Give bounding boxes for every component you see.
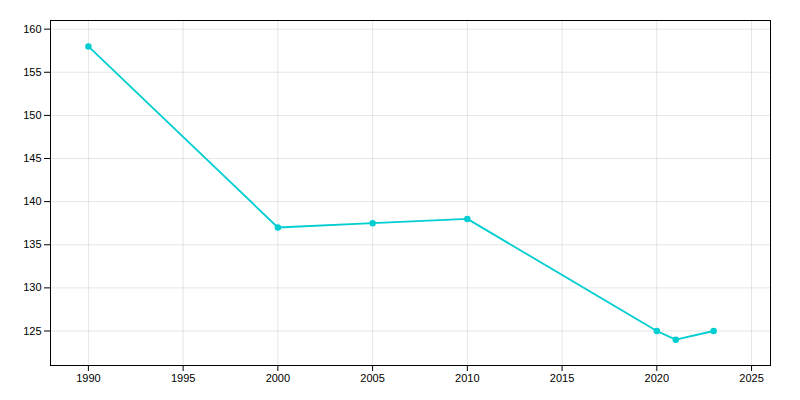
svg-text:140: 140	[23, 195, 41, 207]
svg-text:155: 155	[23, 66, 41, 78]
svg-text:1990: 1990	[76, 372, 100, 384]
svg-text:2025: 2025	[739, 372, 763, 384]
svg-text:2005: 2005	[360, 372, 384, 384]
svg-text:1995: 1995	[171, 372, 195, 384]
svg-text:160: 160	[23, 23, 41, 35]
svg-text:2020: 2020	[645, 372, 669, 384]
svg-text:135: 135	[23, 238, 41, 250]
svg-text:2000: 2000	[266, 372, 290, 384]
svg-text:130: 130	[23, 281, 41, 293]
svg-text:2015: 2015	[550, 372, 574, 384]
svg-text:2010: 2010	[455, 372, 479, 384]
svg-text:145: 145	[23, 152, 41, 164]
svg-text:125: 125	[23, 325, 41, 337]
svg-text:150: 150	[23, 109, 41, 121]
